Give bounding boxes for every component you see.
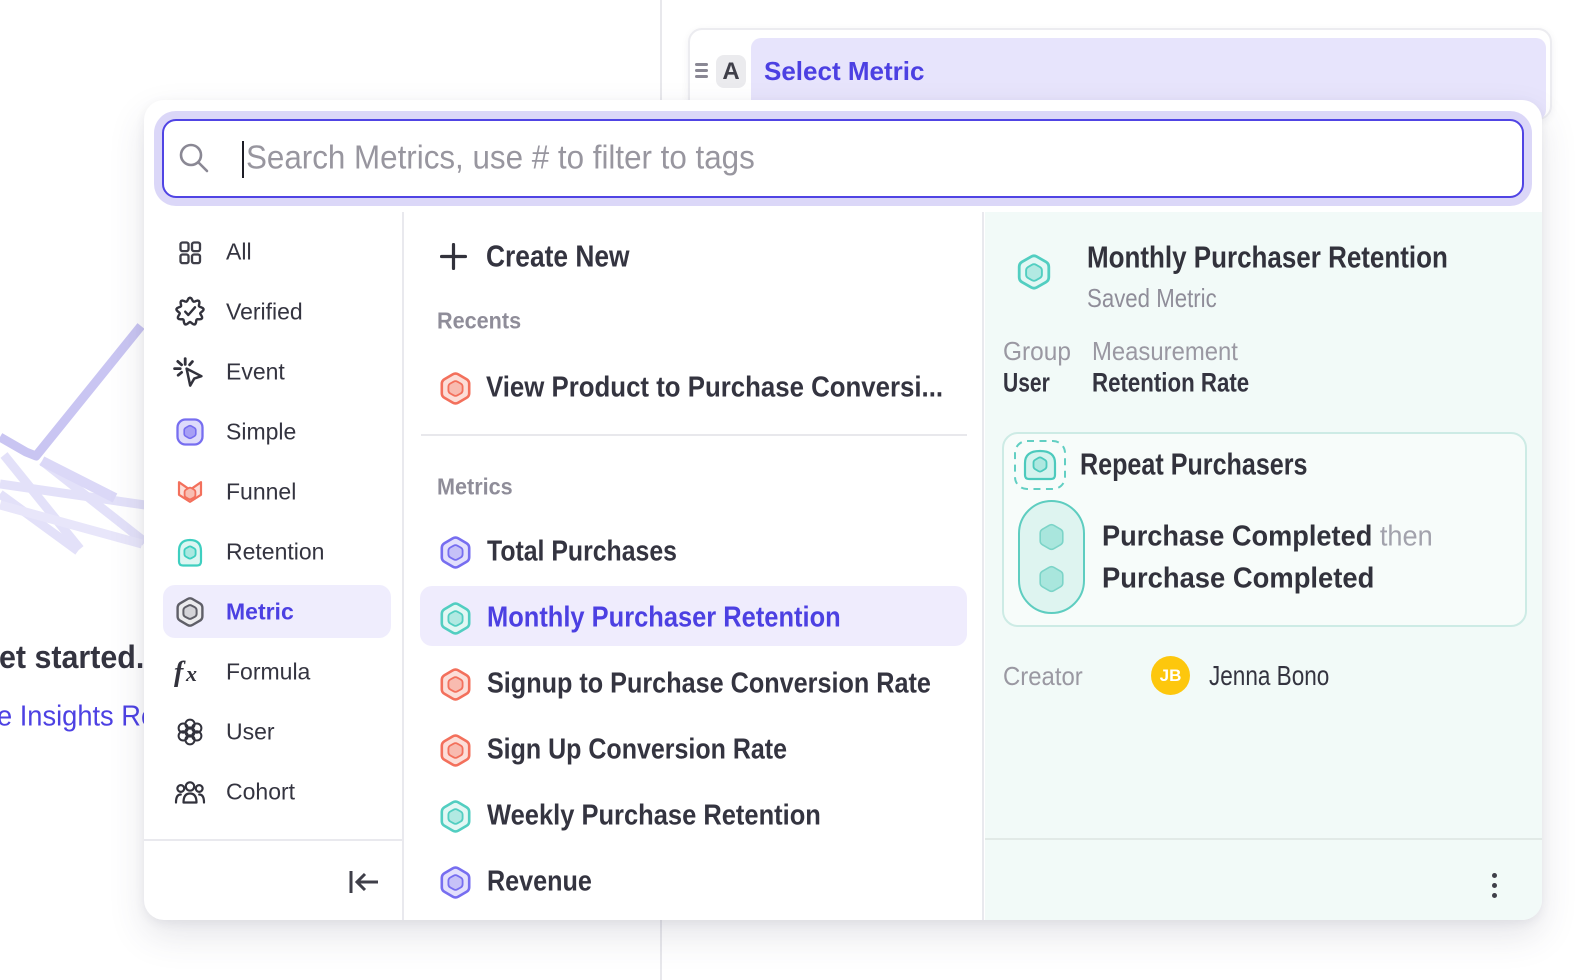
svg-text:x: x bbox=[185, 661, 197, 686]
svg-text:f: f bbox=[174, 657, 186, 688]
